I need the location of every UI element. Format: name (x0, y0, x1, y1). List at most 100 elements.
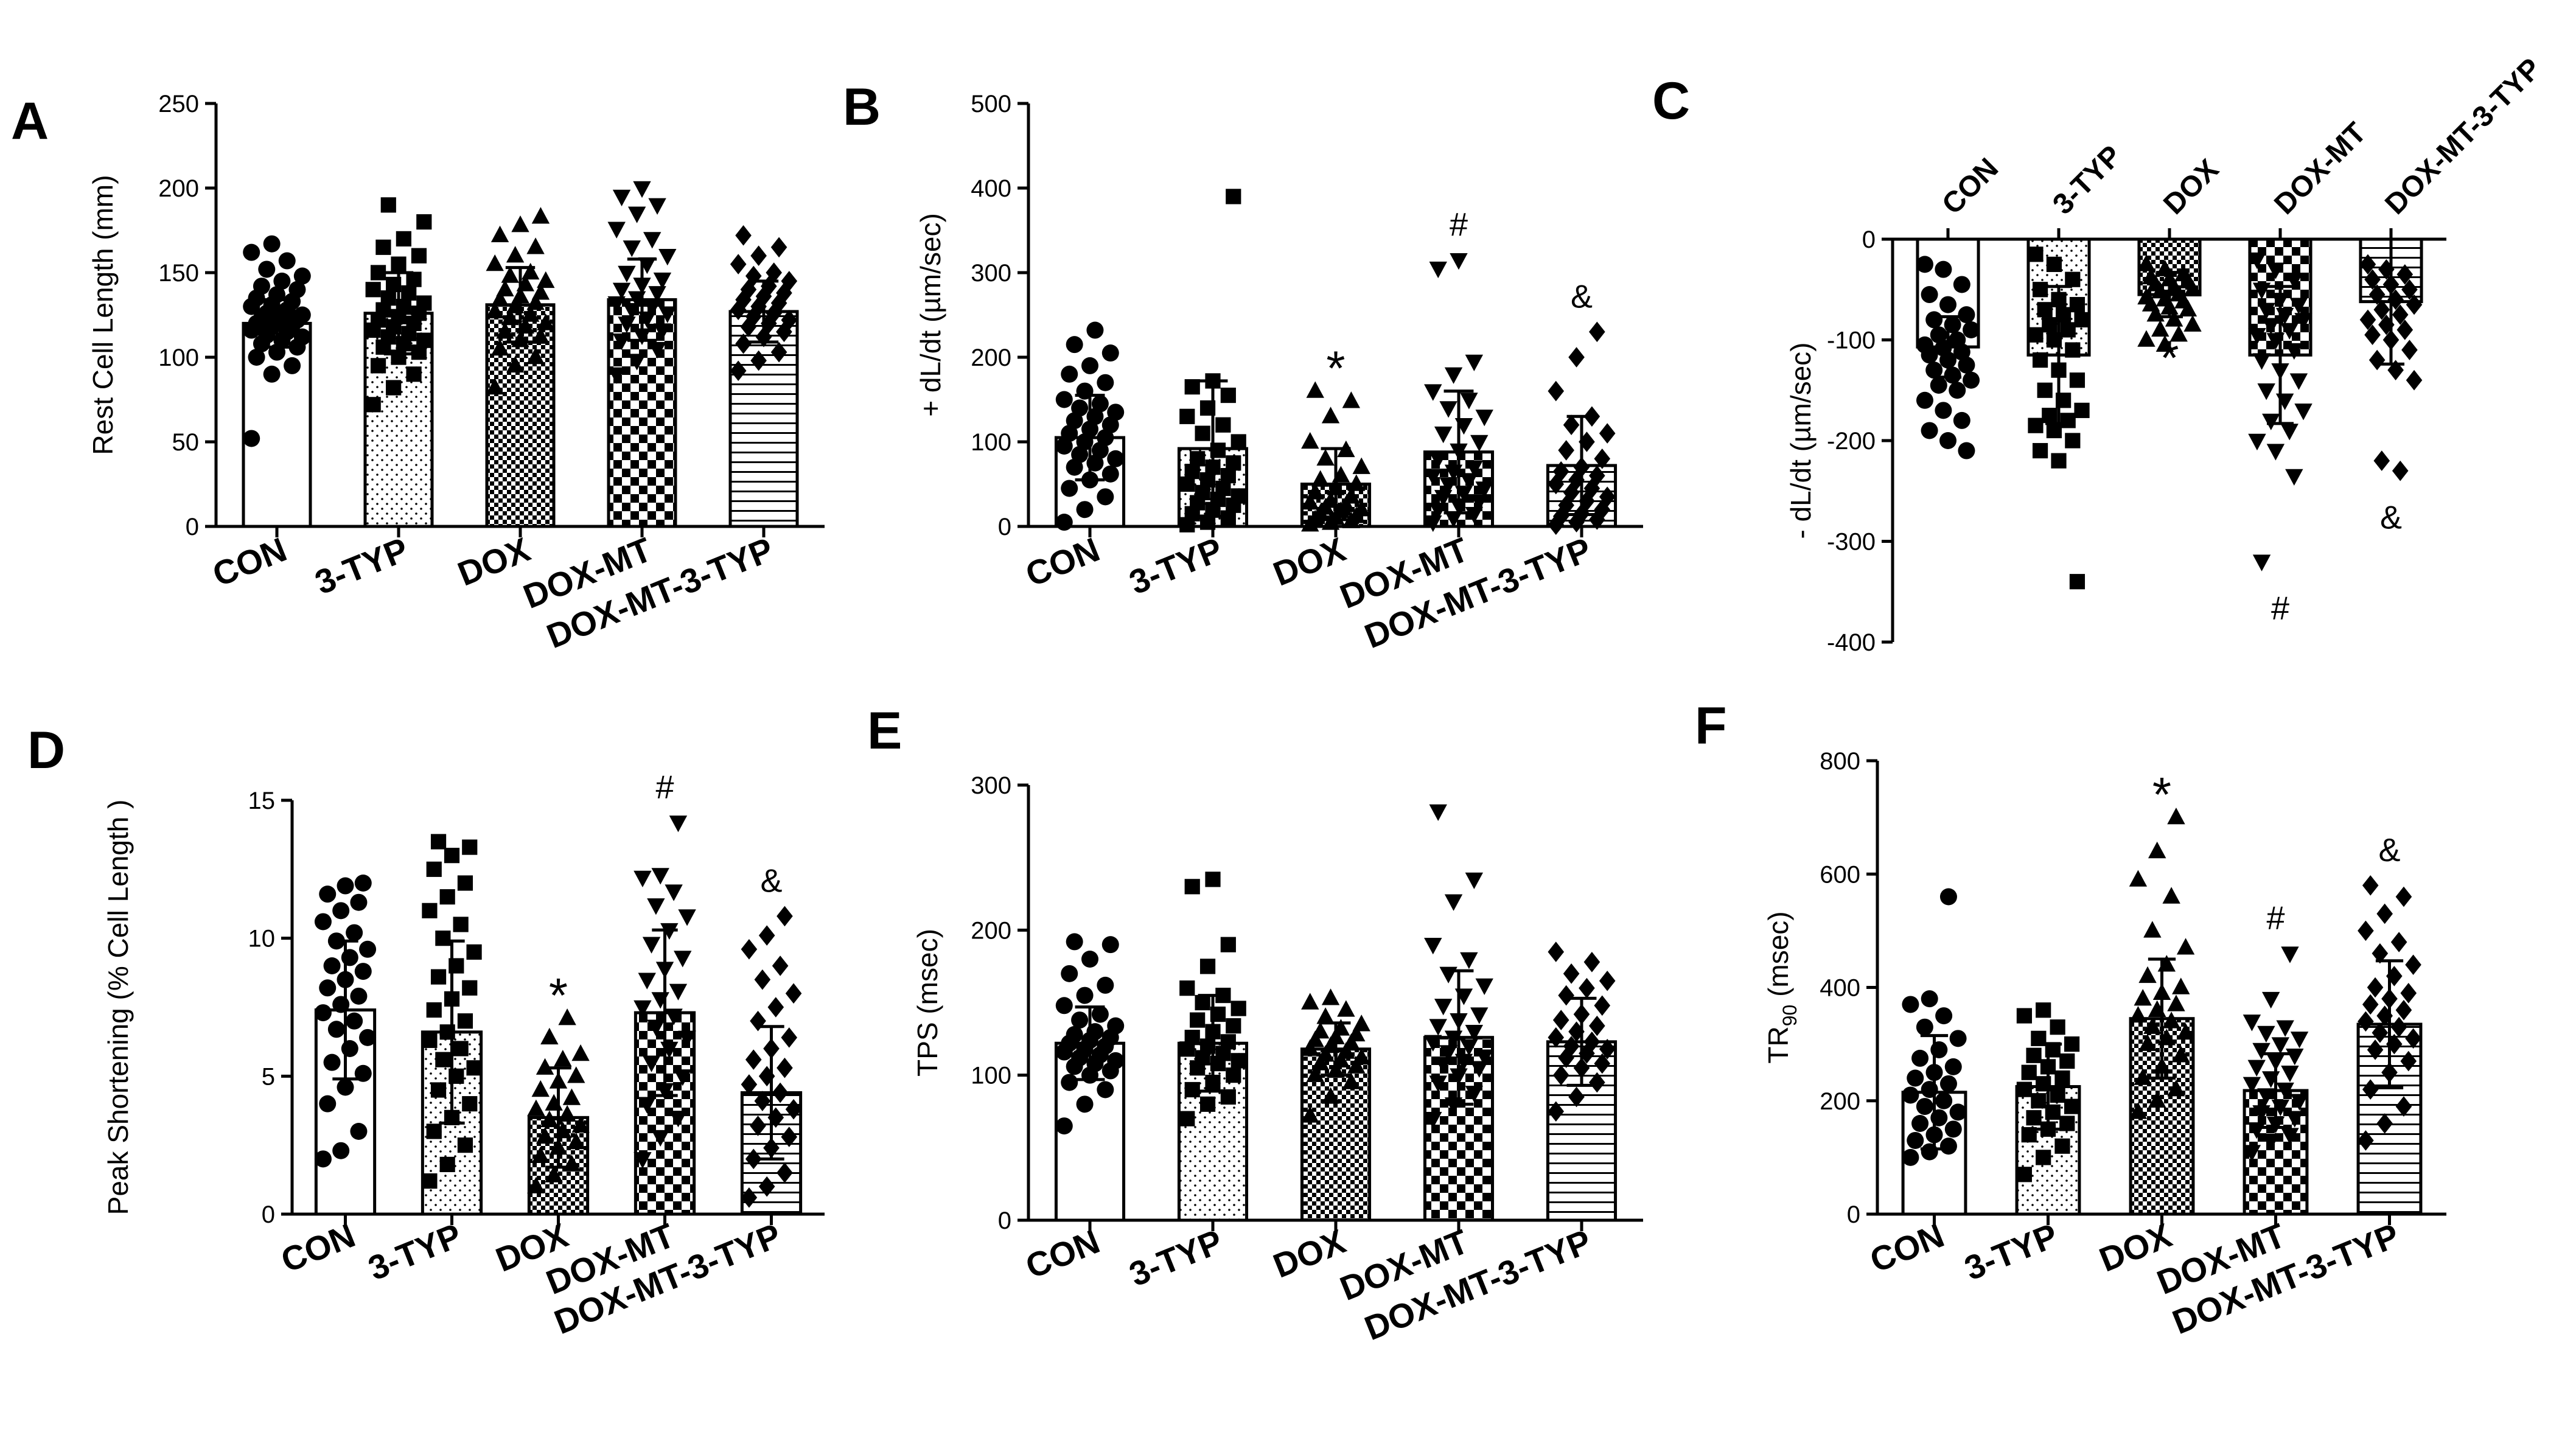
data-point (1558, 495, 1574, 516)
data-point (758, 925, 775, 946)
data-point (370, 358, 386, 374)
data-point (2069, 372, 2086, 388)
data-point (314, 1150, 332, 1168)
data-point (1594, 1053, 1611, 1074)
data-point (1583, 1032, 1600, 1052)
y-tick-label: 5 (262, 1063, 275, 1090)
data-point (462, 1096, 478, 1112)
data-point (758, 1066, 775, 1087)
data-point (2155, 335, 2174, 352)
data-point (1444, 511, 1463, 528)
data-point (665, 1008, 683, 1025)
data-point (506, 355, 525, 373)
data-point (653, 272, 672, 290)
data-point (1930, 326, 1947, 344)
data-point (1935, 402, 1952, 419)
data-point (2028, 417, 2044, 433)
data-point (422, 1173, 438, 1189)
data-point (633, 278, 651, 295)
significance-marker: & (2378, 832, 2400, 868)
data-point (430, 1082, 447, 1098)
data-point (1916, 1018, 1933, 1036)
data-point (1475, 978, 1493, 995)
data-point (745, 1049, 762, 1070)
x-tick-label: DOX-MT-3-TYP (2379, 52, 2547, 221)
data-point (2042, 317, 2058, 333)
data-point (496, 279, 514, 296)
data-point (1061, 480, 1078, 497)
data-point (2051, 362, 2067, 378)
data-point (2285, 273, 2303, 290)
data-point (1589, 321, 1605, 343)
data-point (643, 232, 661, 249)
data-point (327, 932, 345, 950)
data-point (531, 1146, 550, 1163)
data-point (1470, 494, 1489, 511)
data-point (758, 1176, 775, 1197)
data-point (1337, 440, 1355, 458)
data-point (781, 310, 798, 330)
data-point (1939, 351, 1956, 369)
data-point (647, 1019, 665, 1036)
data-point (1190, 1012, 1206, 1028)
data-point (537, 313, 555, 330)
y-tick-label: 500 (971, 91, 1011, 117)
data-point (2266, 444, 2285, 461)
data-point (669, 1111, 688, 1128)
panel-c: C * # & 0 -100 -200 -300 -400 CON 3-TYP DOX DOX-MT DO… (1652, 52, 2547, 656)
data-point (1949, 382, 1966, 399)
data-point (658, 249, 677, 266)
data-point (2359, 254, 2376, 275)
data-point (1199, 400, 1216, 416)
data-point (2281, 946, 2299, 963)
data-point (1444, 1030, 1463, 1047)
data-point (511, 286, 529, 304)
data-point (2026, 1047, 2042, 1063)
data-point (1558, 985, 1574, 1006)
data-point (665, 884, 683, 901)
data-point (647, 898, 665, 915)
x-tick-label: CON (1021, 1222, 1105, 1286)
data-point (2247, 1122, 2266, 1139)
y-tick-label: 100 (158, 344, 199, 371)
data-point (607, 367, 626, 384)
data-point (1342, 1072, 1361, 1089)
data-point (2286, 1111, 2304, 1128)
data-point (1071, 399, 1089, 417)
data-point (2280, 323, 2299, 340)
data-point (643, 299, 661, 316)
data-point (1101, 465, 1119, 483)
data-point (2400, 1050, 2417, 1072)
data-point (2040, 1121, 2056, 1137)
data-point (1599, 423, 1616, 444)
data-point (2257, 1088, 2275, 1105)
data-point (1301, 1039, 1319, 1056)
data-point (562, 1088, 581, 1105)
data-point (1939, 296, 1956, 313)
data-point (2376, 903, 2393, 924)
data-point (396, 231, 411, 246)
data-point (1321, 1087, 1340, 1104)
data-point (1184, 1081, 1200, 1098)
y-tick-label: 200 (971, 917, 1011, 944)
data-point (781, 1126, 798, 1147)
data-point (2065, 342, 2081, 358)
data-point (781, 1027, 798, 1048)
data-point (1444, 1097, 1463, 1114)
data-point (777, 906, 793, 927)
data-point (678, 909, 696, 926)
data-point (750, 1010, 766, 1032)
data-point (1199, 959, 1216, 974)
data-point (1589, 465, 1605, 486)
data-point (1230, 488, 1246, 504)
y-tick-label: 100 (971, 429, 1011, 456)
data-point (486, 301, 504, 319)
data-point (1460, 473, 1478, 490)
data-point (1066, 336, 1083, 354)
y-axis-label: TR90 (msec) (1762, 911, 1801, 1063)
data-point (1568, 469, 1585, 491)
data-point (337, 971, 354, 988)
y-tick-label: 0 (998, 514, 1011, 540)
